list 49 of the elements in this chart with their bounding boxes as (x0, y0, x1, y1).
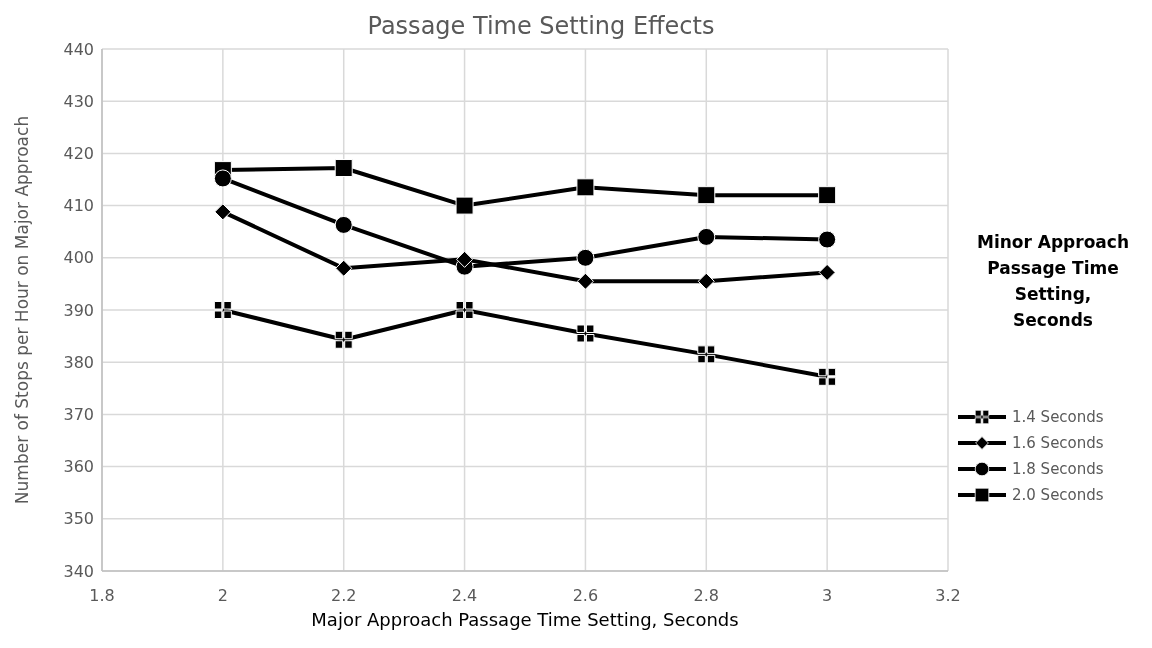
point (334, 159, 353, 178)
y-axis-title: Number of Stops per Hour on Major Approach (12, 115, 32, 505)
y-tick-label: 400 (63, 248, 94, 268)
chart-title: Passage Time Setting Effects (367, 12, 715, 40)
legend-label: 2.0 Seconds (1012, 486, 1104, 505)
point (334, 330, 353, 349)
point (697, 227, 716, 246)
point (697, 345, 716, 364)
point (335, 259, 353, 277)
y-tick-label: 390 (63, 300, 94, 320)
x-tick-label: 1.8 (89, 586, 115, 605)
point (818, 367, 837, 386)
point (818, 263, 836, 281)
legend-label: 1.4 Seconds (1012, 408, 1104, 427)
point (576, 324, 595, 343)
point (334, 215, 353, 234)
x-tick-label: 3 (822, 586, 833, 605)
point (576, 178, 595, 197)
x-tick-label: 2.4 (451, 586, 478, 605)
x-tick-label: 3.2 (935, 586, 961, 605)
point (213, 301, 232, 319)
y-tick-label: 360 (63, 457, 94, 477)
point (576, 272, 594, 290)
legend-label: 1.8 Seconds (1012, 460, 1104, 479)
x-tick-label: 2.6 (572, 586, 599, 605)
x-tick-label: 2 (217, 586, 228, 605)
point (576, 248, 595, 267)
point (455, 196, 474, 215)
y-tick-label: 410 (63, 196, 94, 216)
point (456, 250, 474, 268)
point (818, 230, 837, 249)
x-axis-title: Major Approach Passage Time Setting, Seconds (311, 609, 739, 630)
y-tick-label: 370 (63, 405, 94, 424)
point (455, 301, 474, 319)
x-tick-label: 2.2 (330, 586, 357, 605)
point (697, 272, 715, 290)
y-tick-label: 340 (63, 561, 94, 581)
legend-title: Minor Approach Passage Time Setting, Seconds (976, 232, 1130, 330)
y-tick-label: 380 (63, 352, 94, 372)
point (818, 186, 837, 205)
legend-label: 1.6 Seconds (1012, 434, 1104, 453)
y-tick-label: 440 (63, 39, 94, 59)
point (697, 186, 716, 205)
y-tick-label: 420 (63, 144, 94, 163)
y-tick-label: 350 (63, 509, 94, 529)
point (214, 203, 232, 221)
point (213, 169, 232, 188)
x-tick-label: 2.8 (693, 586, 720, 605)
y-tick-label: 430 (63, 91, 94, 111)
